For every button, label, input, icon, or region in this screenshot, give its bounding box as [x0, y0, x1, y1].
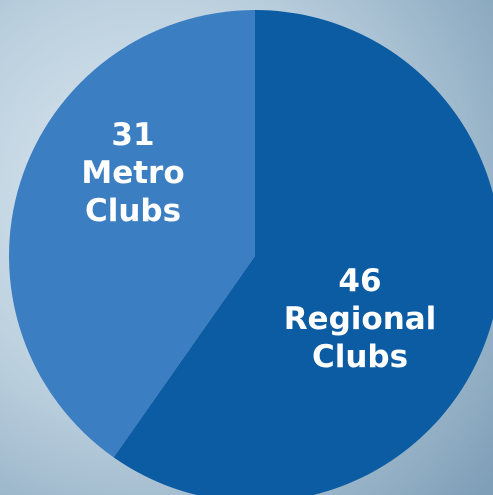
pie — [9, 10, 493, 495]
category-label: Regional Clubs — [275, 300, 445, 376]
category-label: Metro Clubs — [48, 154, 218, 230]
value-label: 46 — [275, 262, 445, 300]
value-label: 31 — [48, 116, 218, 154]
chart — [0, 0, 493, 495]
page: 46Regional Clubs31Metro Clubs (() => { c… — [0, 0, 493, 495]
